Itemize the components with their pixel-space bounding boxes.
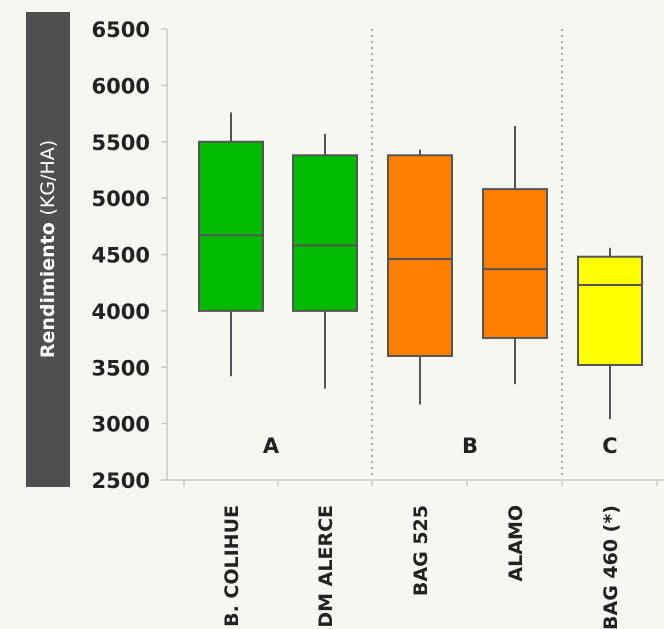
box-iqr (482, 188, 548, 339)
y-axis-label-panel (26, 12, 70, 487)
box-iqr (387, 154, 453, 357)
category-label: BAG 460 (*) (600, 505, 622, 629)
category-label: DM ALERCE (315, 505, 337, 628)
y-tick-label: 5000 (92, 187, 150, 211)
y-tick-label: 6000 (92, 74, 150, 98)
group-label: B (462, 434, 478, 458)
group-label: A (263, 434, 280, 458)
y-tick-label: 6500 (92, 18, 150, 42)
group-label: C (602, 434, 617, 458)
category-label: BAG 525 (410, 505, 432, 596)
y-tick-label: 2500 (92, 469, 150, 493)
y-tick-label: 3000 (92, 413, 150, 437)
y-tick-label: 4500 (92, 244, 150, 268)
y-tick-label: 5500 (92, 131, 150, 155)
category-label: B. COLIHUE (221, 505, 243, 627)
y-tick-label: 3500 (92, 356, 150, 380)
box-iqr (198, 140, 264, 312)
box-iqr (292, 154, 358, 312)
y-tick-label: 4000 (92, 300, 150, 324)
category-label: ALAMO (505, 505, 527, 582)
box-iqr (577, 255, 643, 366)
